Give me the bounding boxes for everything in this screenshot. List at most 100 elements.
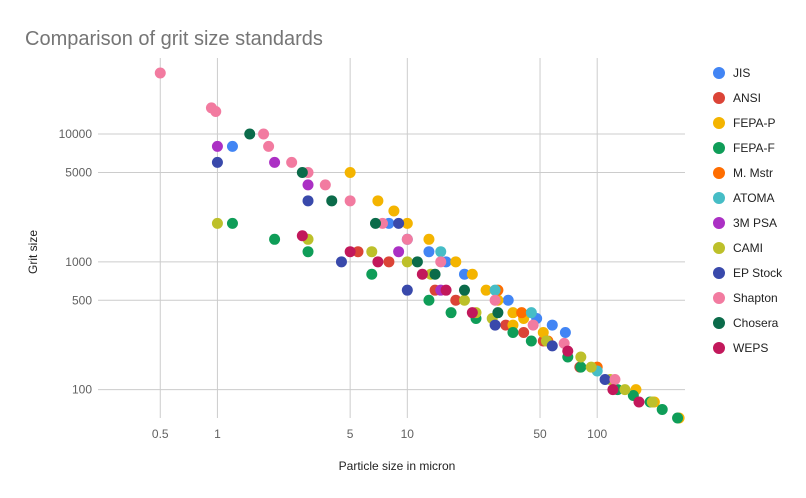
legend-item[interactable]: ANSI [713, 91, 761, 105]
data-point[interactable] [423, 246, 435, 258]
data-point[interactable] [401, 217, 413, 229]
data-point[interactable] [370, 217, 382, 229]
data-point[interactable] [393, 217, 405, 229]
data-point[interactable] [210, 105, 222, 117]
data-point[interactable] [575, 351, 587, 363]
legend-item[interactable]: FEPA-F [713, 141, 775, 155]
data-point[interactable] [416, 268, 428, 280]
data-point[interactable] [211, 140, 223, 152]
legend-marker-icon [713, 342, 725, 354]
data-point[interactable] [423, 294, 435, 306]
data-point[interactable] [466, 268, 478, 280]
data-point[interactable] [489, 319, 501, 331]
legend-item[interactable]: EP Stock [713, 266, 783, 280]
data-point[interactable] [633, 396, 645, 408]
data-point[interactable] [335, 256, 347, 268]
data-point[interactable] [258, 128, 270, 140]
data-point[interactable] [450, 294, 462, 306]
data-point[interactable] [352, 246, 364, 258]
data-point[interactable] [525, 307, 537, 319]
data-point[interactable] [226, 217, 238, 229]
data-point[interactable] [296, 166, 308, 178]
data-point[interactable] [366, 268, 378, 280]
data-point[interactable] [302, 195, 314, 207]
data-point[interactable] [489, 284, 501, 296]
data-point[interactable] [344, 195, 356, 207]
data-point[interactable] [458, 268, 470, 280]
data-point[interactable] [372, 195, 384, 207]
data-point[interactable] [599, 374, 611, 386]
data-point[interactable] [388, 205, 400, 217]
data-point[interactable] [527, 319, 539, 331]
data-point[interactable] [546, 340, 558, 352]
data-point[interactable] [458, 284, 470, 296]
data-point[interactable] [450, 256, 462, 268]
legend-item[interactable]: CAMI [713, 241, 763, 255]
data-point[interactable] [423, 233, 435, 245]
data-point[interactable] [546, 319, 558, 331]
data-point[interactable] [211, 217, 223, 229]
data-point[interactable] [435, 256, 447, 268]
x-axis-title: Particle size in micron [339, 459, 456, 473]
data-point[interactable] [537, 326, 549, 338]
data-point[interactable] [366, 246, 378, 258]
data-point[interactable] [458, 294, 470, 306]
data-point[interactable] [646, 396, 658, 408]
data-point[interactable] [326, 195, 338, 207]
data-point[interactable] [286, 156, 298, 168]
data-point[interactable] [672, 412, 684, 424]
data-point[interactable] [372, 256, 384, 268]
legend-item[interactable]: WEPS [713, 341, 768, 355]
data-point[interactable] [263, 140, 275, 152]
data-point[interactable] [516, 307, 528, 319]
x-tick-label: 0.5 [152, 427, 169, 441]
data-point[interactable] [211, 156, 223, 168]
legend-item[interactable]: FEPA-P [713, 116, 775, 130]
data-point[interactable] [393, 246, 405, 258]
data-point[interactable] [302, 179, 314, 191]
legend-marker-icon [713, 92, 725, 104]
data-point[interactable] [492, 307, 504, 319]
data-point[interactable] [502, 294, 514, 306]
legend-item[interactable]: JIS [713, 66, 750, 80]
data-point[interactable] [344, 166, 356, 178]
data-point[interactable] [244, 128, 256, 140]
data-point[interactable] [154, 67, 166, 79]
legend-item[interactable]: Chosera [713, 316, 779, 330]
data-point[interactable] [585, 361, 597, 373]
data-point[interactable] [525, 335, 537, 347]
data-point[interactable] [302, 246, 314, 258]
data-point[interactable] [575, 361, 587, 373]
data-point[interactable] [383, 256, 395, 268]
data-point[interactable] [489, 294, 501, 306]
data-point[interactable] [480, 284, 492, 296]
legend-item[interactable]: Shapton [713, 291, 778, 305]
data-point[interactable] [411, 256, 423, 268]
data-point[interactable] [562, 345, 574, 357]
data-point[interactable] [401, 233, 413, 245]
data-point[interactable] [296, 230, 308, 242]
data-point[interactable] [440, 284, 452, 296]
data-point[interactable] [507, 326, 519, 338]
legend-item[interactable]: ATOMA [713, 191, 775, 205]
legend-item[interactable]: M. Mstr [713, 166, 773, 180]
data-point[interactable] [466, 307, 478, 319]
data-point[interactable] [619, 384, 631, 396]
data-point[interactable] [401, 284, 413, 296]
data-point[interactable] [344, 246, 356, 258]
data-point[interactable] [435, 246, 447, 258]
data-point[interactable] [445, 307, 457, 319]
data-point[interactable] [656, 403, 668, 415]
data-point[interactable] [319, 179, 331, 191]
data-point[interactable] [507, 307, 519, 319]
data-point[interactable] [269, 233, 281, 245]
data-point[interactable] [269, 156, 281, 168]
data-point[interactable] [518, 326, 530, 338]
legend-item[interactable]: 3M PSA [713, 216, 777, 230]
data-point[interactable] [559, 326, 571, 338]
data-point[interactable] [609, 374, 621, 386]
data-point[interactable] [607, 384, 619, 396]
data-point[interactable] [429, 268, 441, 280]
data-point[interactable] [226, 140, 238, 152]
data-point[interactable] [401, 256, 413, 268]
